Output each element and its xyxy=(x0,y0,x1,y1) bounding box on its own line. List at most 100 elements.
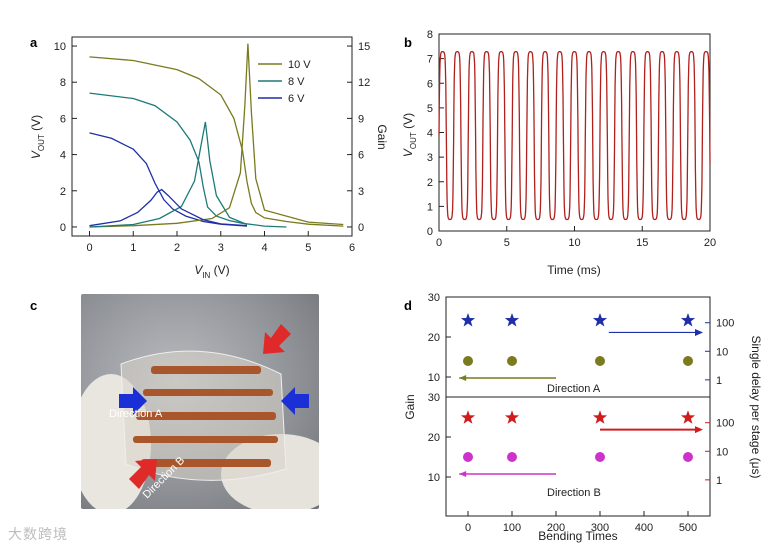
panel-d-gain-tick-label: 30 xyxy=(428,292,440,304)
panel-d-gain-dot xyxy=(683,356,693,366)
direction-a-arrow-right xyxy=(281,387,309,415)
panel-d-gain-tick-label: 10 xyxy=(428,372,440,384)
direction-b-arrow-bottom xyxy=(129,459,157,489)
panel-b-y-tick-label: 1 xyxy=(427,201,433,213)
panel-d-delay-tick-label: 10 xyxy=(716,346,728,358)
circuit-traces xyxy=(133,366,278,467)
panel-a-label: a xyxy=(30,35,38,50)
panel-a-x-tick-label: 4 xyxy=(261,242,267,254)
panel-a-xlabel-main: V xyxy=(194,263,203,277)
panel-a-legend-label: 8 V xyxy=(288,76,305,88)
panel-b-x-axis-label: Time (ms) xyxy=(547,263,601,277)
panel-a-y-tick-label: 8 xyxy=(60,77,66,89)
panel-a-right-tick-label: 0 xyxy=(358,222,364,234)
panel-b-ticks: 0 5 10 15 20 0 1 2 3 4 5 6 7 8 xyxy=(427,29,716,249)
panel-d-x-tick-label: 0 xyxy=(465,522,471,534)
panel-d-delay-tick-label: 100 xyxy=(716,318,734,330)
panel-a-y-axis-label: VOUT (V) xyxy=(29,115,46,159)
panel-a-x-tick-label: 2 xyxy=(174,242,180,254)
panel-a-right-tick-label: 6 xyxy=(358,150,364,162)
panel-d-x-tick-label: 300 xyxy=(591,522,609,534)
direction-b-arrow-top xyxy=(263,324,291,354)
panel-a-legend-label: 10 V xyxy=(288,59,311,71)
panel-a-series-line-2 xyxy=(89,132,248,227)
flexible-circuit-photo: Direction A Direction B xyxy=(81,294,319,509)
direction-b-label: Direction B xyxy=(547,487,601,499)
panel-a-x-axis-label: VIN (V) xyxy=(194,263,229,280)
panel-b-y-tick-label: 6 xyxy=(427,78,433,90)
panel-d-delay-star xyxy=(460,410,476,424)
panel-b-x-tick-label: 20 xyxy=(704,237,716,249)
panel-d-gain-dot xyxy=(507,452,517,462)
panel-b-plot-frame xyxy=(438,33,711,232)
panel-a-x-tick-label: 1 xyxy=(130,242,136,254)
panel-b-y-tick-label: 3 xyxy=(427,152,433,164)
panel-d-x-tick-label: 400 xyxy=(635,522,653,534)
panel-a-y-tick-label: 2 xyxy=(60,186,66,198)
panel-a-series-line-5 xyxy=(89,188,248,227)
photo-direction-a-text: Direction A xyxy=(109,408,163,420)
panel-a-right-tick-label: 12 xyxy=(358,77,370,89)
panel-d-gain-tick-label: 20 xyxy=(428,432,440,444)
panel-a-series-line-4 xyxy=(89,121,248,228)
panel-b-y-tick-label: 4 xyxy=(427,128,433,140)
panel-d-x-axis-label: Bending Times xyxy=(538,529,617,543)
panel-d-delay-star xyxy=(680,410,696,424)
panel-d-gain-dot xyxy=(595,452,605,462)
panel-d-gain-tick-label: 30 xyxy=(428,392,440,404)
panel-d-gain-dot xyxy=(463,356,473,366)
panel-a-legend: 10 V 8 V 6 V xyxy=(258,59,311,105)
panel-a-ylabel-sub: OUT xyxy=(37,134,46,151)
panel-b-x-tick-label: 0 xyxy=(436,237,442,249)
panel-d-delay-arrowhead xyxy=(695,328,703,336)
panel-b-x-tick-label: 15 xyxy=(636,237,648,249)
panel-d-delay-arrowhead xyxy=(695,426,703,434)
panel-d-delay-star xyxy=(680,313,696,327)
panel-b-y-tick-label: 2 xyxy=(427,177,433,189)
panel-c-label: c xyxy=(30,298,37,313)
panel-b-ylabel-unit: (V) xyxy=(401,113,415,132)
panel-a-plot-frame xyxy=(71,36,353,237)
panel-d-right-axis-label: Single delay per stage (μs) xyxy=(749,336,763,479)
panel-a-y-tick-label: 10 xyxy=(54,41,66,53)
panel-d-delay-tick-label: 10 xyxy=(716,446,728,458)
panel-d-x-tick-label: 200 xyxy=(547,522,565,534)
panel-a-right-tick-label: 9 xyxy=(358,113,364,125)
panel-d-gain-arrowhead xyxy=(459,375,467,381)
panel-d-gain-dot xyxy=(683,452,693,462)
panel-d-bending-chart: d 0 100 200 300 400 500 10 20 30 1 10 100 10 20 30 1 10 1… xyxy=(403,292,763,543)
panel-d-markers xyxy=(459,313,703,477)
panel-d-gain-tick-label: 20 xyxy=(428,332,440,344)
panel-d-plot-frame xyxy=(445,296,711,517)
panel-a-x-tick-label: 5 xyxy=(305,242,311,254)
panel-d-delay-tick-label: 1 xyxy=(716,375,722,387)
panel-b-ylabel-main: V xyxy=(401,148,415,157)
panel-b-y-tick-label: 0 xyxy=(427,226,433,238)
panel-a-ylabel-main: V xyxy=(29,150,43,159)
panel-d-delay-star xyxy=(504,313,520,327)
panel-d-label: d xyxy=(404,298,412,313)
panel-b-y-tick-label: 8 xyxy=(427,29,433,41)
panel-a-ylabel-unit: (V) xyxy=(29,115,43,134)
panel-d-delay-star xyxy=(460,313,476,327)
panel-b-series xyxy=(438,51,711,221)
panel-a-legend-label: 6 V xyxy=(288,93,305,105)
panel-d-delay-tick-label: 1 xyxy=(716,475,722,487)
panel-d-gain-dot xyxy=(463,452,473,462)
panel-a-xlabel-sub: IN xyxy=(202,271,210,280)
panel-b-label: b xyxy=(404,35,412,50)
panel-d-gain-tick-label: 10 xyxy=(428,472,440,484)
panel-b-series-line xyxy=(438,51,711,221)
panel-a-right-tick-label: 3 xyxy=(358,186,364,198)
panel-a-series xyxy=(89,43,344,228)
panel-a-y-tick-label: 0 xyxy=(60,222,66,234)
panel-a-right-axis-label: Gain xyxy=(375,124,389,149)
panel-a-right-tick-label: 15 xyxy=(358,41,370,53)
panel-d-x-tick-label: 500 xyxy=(679,522,697,534)
panel-a-x-tick-label: 3 xyxy=(218,242,224,254)
panel-d-ticks: 0 100 200 300 400 500 10 20 30 1 10 100 10 20 30 1 10 100 xyxy=(428,292,735,534)
panel-a-y-tick-label: 6 xyxy=(60,113,66,125)
panel-d-delay-tick-label: 100 xyxy=(716,418,734,430)
panel-b-x-tick-label: 5 xyxy=(504,237,510,249)
